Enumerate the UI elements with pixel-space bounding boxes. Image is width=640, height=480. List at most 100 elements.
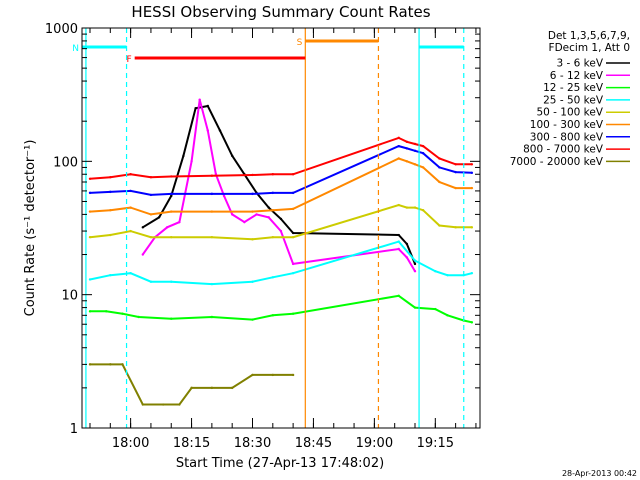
data-point	[170, 235, 173, 239]
flag-label: S	[297, 38, 303, 48]
data-point	[413, 163, 417, 166]
data-point	[182, 154, 185, 158]
data-point	[190, 386, 193, 390]
data-point	[170, 175, 173, 178]
data-point	[178, 403, 181, 406]
data-point	[413, 206, 417, 209]
data-point	[279, 217, 283, 221]
plot-frame	[81, 27, 481, 429]
data-point	[251, 238, 254, 241]
data-point	[88, 363, 92, 366]
data-point	[271, 191, 275, 195]
data-point	[454, 186, 457, 190]
series-line	[89, 204, 472, 241]
data-point	[470, 226, 474, 229]
data-point	[88, 310, 92, 313]
axes: 1 10 100 1000 18:00 18:15 18:30 18:45 19:00 19:15	[45, 22, 481, 451]
data-point	[470, 321, 474, 324]
data-point	[170, 194, 173, 198]
legend-label: 6 - 12 keV	[550, 70, 604, 82]
data-point	[129, 173, 132, 176]
data-point	[222, 194, 226, 198]
legend-label: 7000 - 20000 keV	[510, 156, 604, 168]
x-tick-label: 18:30	[234, 436, 271, 451]
timestamp: 28-Apr-2013 00:42	[562, 469, 637, 478]
data-point	[397, 136, 400, 140]
data-point	[291, 191, 295, 195]
x-tick-label: 18:45	[295, 436, 332, 451]
data-point	[291, 262, 295, 266]
data-point	[397, 294, 400, 298]
data-point	[454, 163, 457, 166]
data-point	[271, 209, 275, 212]
data-point	[413, 142, 417, 146]
data-point	[88, 177, 92, 180]
data-point	[141, 403, 145, 406]
data-point	[454, 226, 457, 229]
data-point	[271, 276, 275, 279]
data-point	[243, 220, 246, 224]
data-point	[165, 226, 169, 229]
data-point	[397, 247, 400, 251]
data-point	[149, 235, 153, 239]
data-point	[88, 210, 92, 213]
data-point	[438, 180, 441, 184]
data-point	[161, 403, 165, 406]
data-point	[438, 157, 441, 160]
x-tick-label: 19:00	[356, 436, 393, 451]
data-point	[206, 104, 210, 108]
data-point	[170, 210, 173, 213]
data-point	[446, 314, 449, 317]
data-point	[109, 190, 112, 194]
data-point	[271, 314, 275, 317]
data-point	[170, 192, 173, 196]
data-point	[137, 315, 140, 319]
data-point	[88, 278, 92, 281]
data-point	[291, 231, 295, 235]
data-point	[170, 280, 173, 283]
legend: Det 1,3,5,6,7,9,FDecim 1, Att 0 3 - 6 keV…	[510, 30, 630, 168]
data-point	[397, 233, 400, 237]
data-point	[251, 280, 254, 283]
y-axis-label: Count Rate (s⁻¹ detector⁻¹)	[23, 140, 38, 317]
data-point	[397, 144, 400, 148]
legend-label: 300 - 800 keV	[530, 131, 604, 143]
series-line	[90, 294, 473, 324]
data-point	[405, 160, 409, 163]
data-point	[413, 306, 417, 309]
data-point	[170, 317, 173, 320]
data-point	[397, 203, 400, 207]
data-point	[210, 235, 214, 239]
flag-label: F	[126, 55, 131, 65]
data-point	[470, 171, 474, 175]
data-point	[267, 206, 270, 209]
data-point	[291, 312, 295, 315]
data-point	[413, 269, 417, 273]
data-point	[210, 174, 214, 177]
data-point	[413, 262, 417, 266]
legend-header: FDecim 1, Att 0	[549, 42, 630, 54]
series-line	[90, 363, 294, 406]
flag-label: N	[72, 44, 79, 54]
legend-label: 50 - 100 keV	[536, 107, 603, 119]
data-point	[210, 210, 214, 213]
data-point	[251, 192, 254, 196]
data-point	[421, 144, 425, 148]
data-point	[413, 149, 417, 152]
data-point	[421, 152, 425, 155]
data-point	[129, 206, 132, 209]
data-point	[230, 154, 234, 158]
data-point	[210, 282, 214, 286]
data-point	[149, 213, 153, 216]
legend-label: 800 - 7000 keV	[523, 144, 604, 156]
data-point	[121, 312, 124, 315]
data-point	[149, 193, 153, 197]
data-point	[470, 163, 474, 166]
data-point	[291, 235, 295, 239]
data-point	[291, 173, 295, 176]
data-point	[206, 129, 210, 132]
data-point	[218, 129, 222, 132]
data-point	[88, 235, 92, 239]
data-point	[397, 157, 400, 160]
